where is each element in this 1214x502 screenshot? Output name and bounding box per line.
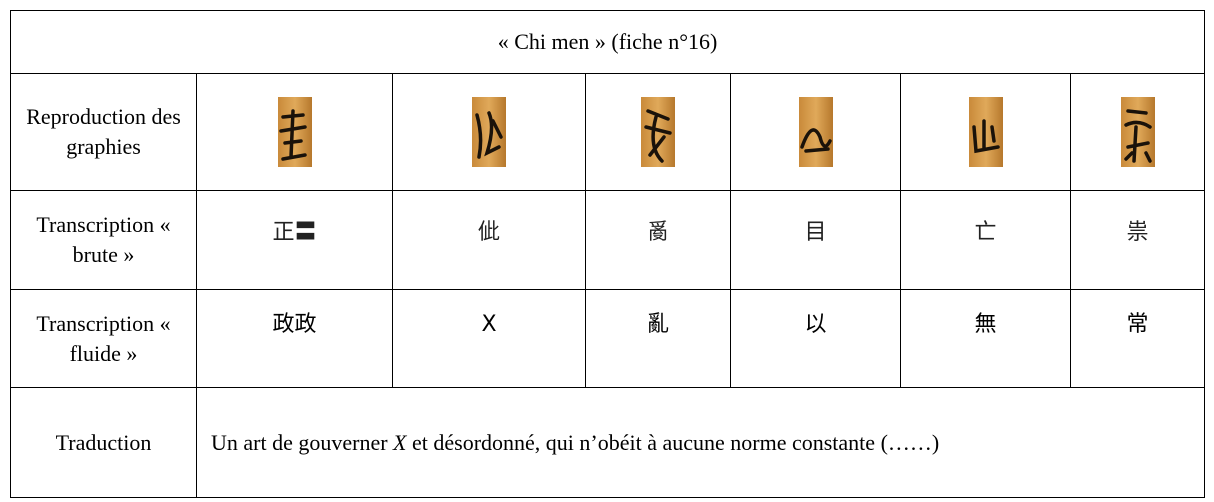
raw-transcription: 𤔔 [585,190,731,290]
translation-text: et désordonné, qui n’obéit à aucune norm… [406,429,940,455]
fiche-table: « Chi men » (fiche n°16) Reproduction de… [9,10,1206,498]
row-label: Transcription « fluide » [10,289,197,388]
bamboo-slip [1120,97,1155,167]
fluid-transcription: 以 [730,289,901,388]
glyph [644,109,672,163]
title-row: « Chi men » (fiche n°16) [9,10,1206,74]
translation-text: Un art de gouverner [211,429,394,455]
slip-body [472,97,506,167]
glyph [475,111,503,159]
translation: Un art de gouverner X et désordonné, qui… [195,387,1206,498]
glyph [278,109,307,161]
raw-transcription: 目 [730,190,901,290]
image-cell [1069,73,1206,191]
glyph [1123,109,1152,163]
glyph [971,119,1000,154]
fluid-transcription: 常 [1069,289,1206,388]
table-title: « Chi men » (fiche n°16) [9,10,1206,74]
raw-transcription: 亡 [900,190,1071,290]
bamboo-slip [641,97,675,167]
raw-row: Transcription « brute » 正〓佌 𤔔 目亡祟 [10,190,1206,290]
image-cell [392,73,586,191]
image-cell [196,73,393,191]
row-label: Traduction [10,387,197,498]
image-row: Reproduction des graphies [10,73,1206,191]
image-cell [585,73,731,191]
translation-italic: X [393,429,407,455]
image-cell [730,73,901,191]
fluid-row: Transcription « fluide » 政政 X 亂以無常 [10,289,1206,388]
fluid-transcription: X [392,289,586,388]
image-cell [900,73,1071,191]
raw-transcription: 正〓 [196,190,393,290]
raw-transcription: 佌 [392,190,586,290]
fluid-transcription: 無 [900,289,1071,388]
bamboo-slip [472,97,506,167]
glyph [799,128,832,153]
translation-row: Traduction Un art de gouverner X et déso… [10,387,1206,498]
row-label: Transcription « brute » [10,190,197,290]
row-label: Reproduction des graphies [10,73,197,191]
slip-body [1120,97,1155,167]
bamboo-slip [798,97,833,167]
bamboo-slip [277,97,312,167]
fluid-transcription: 亂 [585,289,731,388]
bamboo-slip [968,97,1003,167]
fluid-transcription: 政政 [196,289,393,388]
raw-transcription: 祟 [1069,190,1206,290]
